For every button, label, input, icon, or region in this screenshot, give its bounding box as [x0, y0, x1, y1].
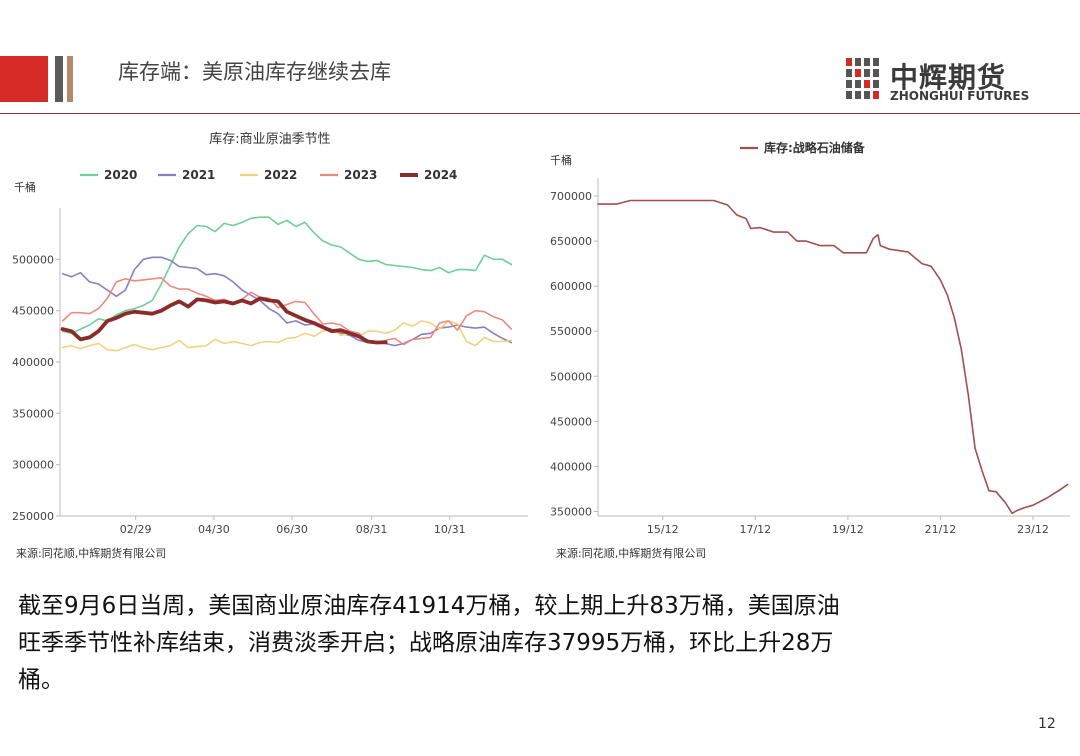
legend-label: 2022 — [264, 168, 297, 182]
x-tick-label: 19/12 — [832, 523, 864, 536]
header-gray-bar — [55, 56, 63, 102]
page-title: 库存端：美原油库存继续去库 — [118, 60, 391, 84]
y-tick-label: 500000 — [12, 253, 54, 266]
page-number: 12 — [1038, 716, 1056, 732]
legend-label: 2021 — [182, 168, 215, 182]
series-line-2023 — [61, 277, 513, 346]
summary-line-3: 桶。 — [18, 667, 64, 693]
logo-chinese-name: 中辉期货 — [890, 61, 1007, 94]
y-tick-label: 600000 — [550, 280, 592, 293]
summary-text: 截至9月6日当周，美国商业原油库存41914万桶，较上期上升83万桶，美国原油 … — [18, 588, 1068, 699]
summary-line-1: 截至9月6日当周，美国商业原油库存41914万桶，较上期上升83万桶，美国原油 — [18, 593, 840, 619]
y-tick-label: 450000 — [550, 415, 592, 428]
x-tick-label: 23/12 — [1017, 523, 1049, 536]
right-chart-source: 来源:同花顺,中辉期货有限公司 — [556, 547, 707, 560]
commercial-crude-seasonal-chart: 250000 300000 350000 400000 450000 500000 02/2… — [12, 131, 528, 536]
series-line-2020 — [61, 216, 513, 335]
legend-label: 库存:战略石油储备 — [764, 140, 866, 155]
x-tick-label: 04/30 — [198, 523, 230, 536]
y-tick-label: 250000 — [12, 510, 54, 523]
y-tick-label: 550000 — [550, 325, 592, 338]
header-divider — [0, 113, 1080, 114]
legend-label: 2020 — [104, 168, 137, 182]
left-chart-source: 来源:同花顺,中辉期货有限公司 — [16, 547, 167, 560]
y-axis-unit-label: 千桶 — [14, 180, 36, 194]
spr-chart: 350000 400000 450000 500000 550000 600000 6500… — [550, 140, 1070, 536]
logo-grid-icon — [846, 58, 879, 99]
y-tick-label: 500000 — [550, 370, 592, 383]
series-line-2021 — [61, 256, 513, 347]
x-tick-label: 08/31 — [356, 523, 388, 536]
logo-english-name: ZHONGHUI FUTURES — [890, 89, 1030, 103]
series-line-2024 — [60, 296, 388, 345]
y-axis-unit-label: 千桶 — [550, 153, 572, 167]
chart-title: 库存:商业原油季节性 — [209, 131, 330, 147]
y-tick-label: 350000 — [12, 407, 54, 420]
series-line-库存:战略石油储备 — [597, 199, 1069, 515]
y-tick-label: 700000 — [550, 190, 592, 203]
y-tick-label: 450000 — [12, 305, 54, 318]
y-tick-label: 350000 — [550, 505, 592, 518]
x-tick-label: 21/12 — [925, 523, 957, 536]
company-logo: 中辉期货 ZHONGHUI FUTURES — [846, 56, 1036, 106]
legend-label: 2024 — [424, 168, 457, 182]
x-tick-label: 15/12 — [647, 523, 679, 536]
header-red-block — [0, 56, 48, 102]
y-tick-label: 400000 — [12, 356, 54, 369]
y-tick-label: 650000 — [550, 235, 592, 248]
x-tick-label: 10/31 — [434, 523, 466, 536]
y-tick-label: 400000 — [550, 460, 592, 473]
header-brown-bar — [67, 56, 73, 102]
x-tick-label: 06/30 — [276, 523, 308, 536]
y-tick-label: 300000 — [12, 459, 54, 472]
summary-line-2: 旺季季节性补库结束，消费淡季开启；战略原油库存37995万桶，环比上升28万 — [18, 630, 834, 656]
x-tick-label: 02/29 — [120, 523, 152, 536]
legend-label: 2023 — [344, 168, 377, 182]
x-tick-label: 17/12 — [739, 523, 771, 536]
